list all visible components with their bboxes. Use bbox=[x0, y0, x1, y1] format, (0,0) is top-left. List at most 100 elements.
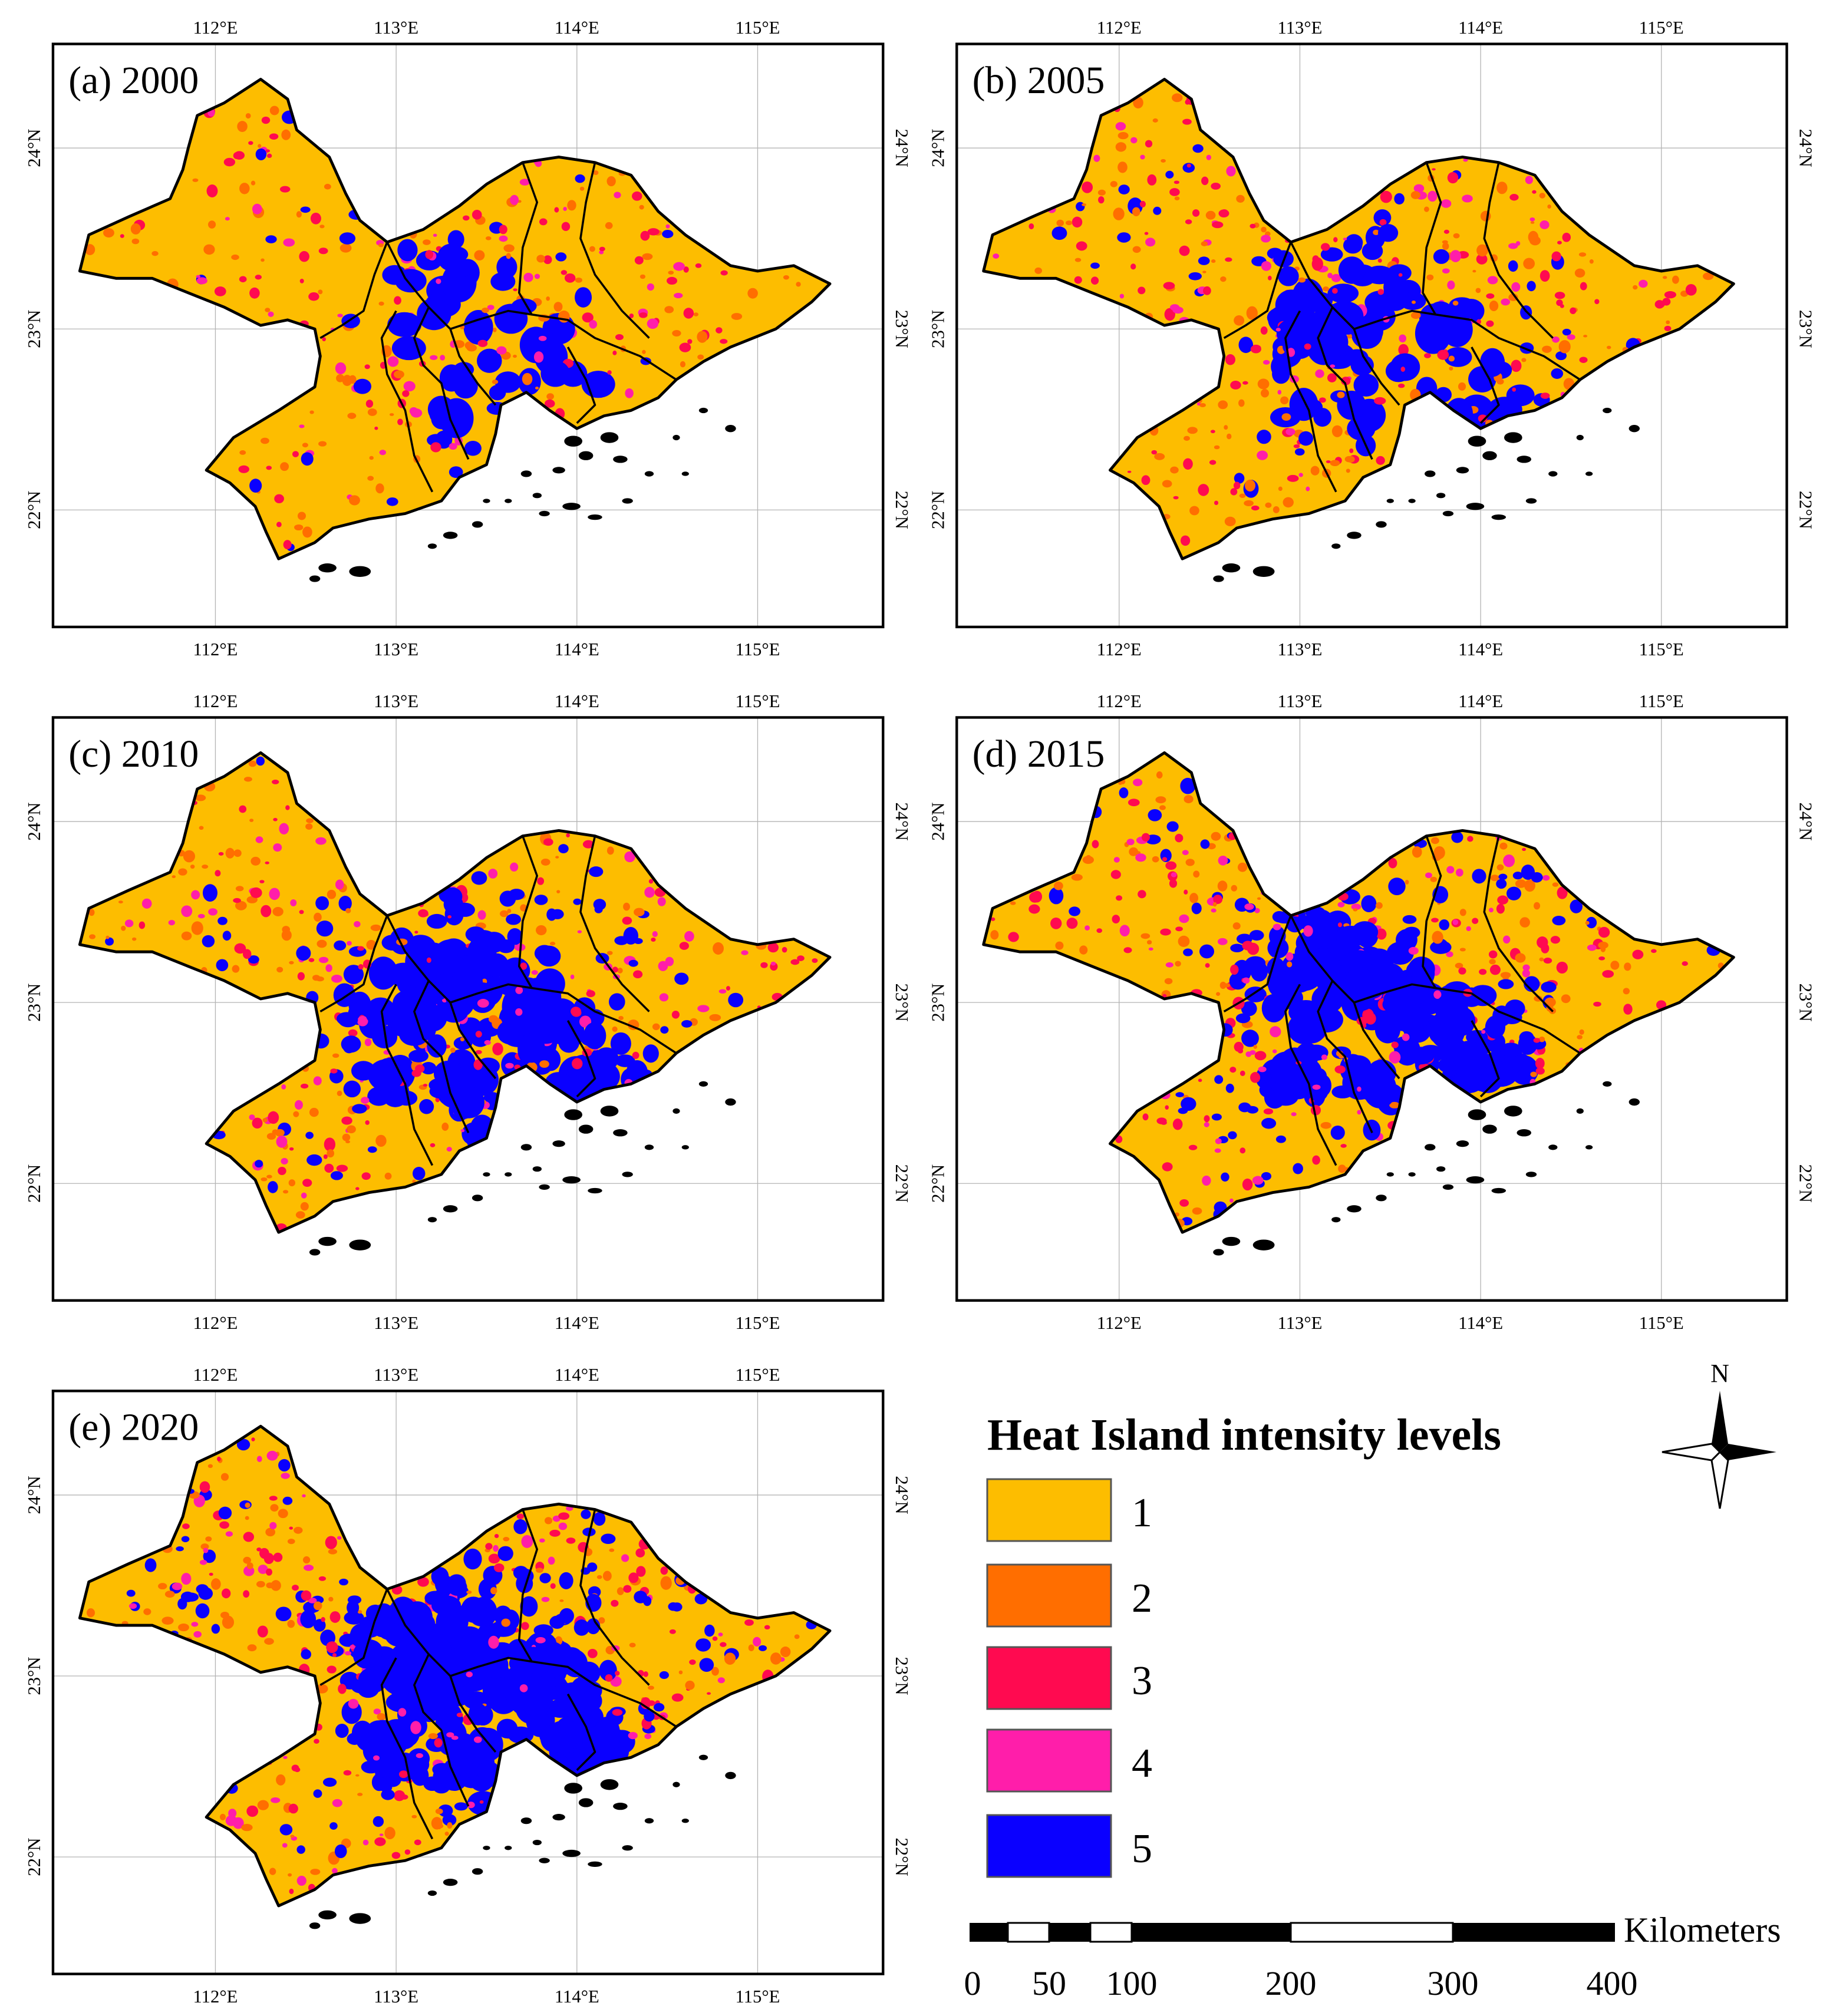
city-boundary-2 bbox=[1290, 915, 1400, 1080]
island bbox=[673, 1108, 680, 1114]
lat-label-left: 23°N bbox=[24, 1657, 44, 1695]
scale-bar-unit: Kilometers bbox=[1624, 1911, 1781, 1949]
island bbox=[1504, 1106, 1522, 1117]
lon-label-top: 112°E bbox=[1097, 691, 1142, 711]
lat-label-left: 24°N bbox=[928, 802, 948, 840]
map-frame bbox=[51, 1390, 885, 1975]
island bbox=[622, 1845, 633, 1851]
island bbox=[1408, 1172, 1416, 1177]
island bbox=[318, 1910, 337, 1920]
island bbox=[539, 1857, 550, 1863]
island bbox=[1213, 1249, 1224, 1256]
island bbox=[309, 575, 321, 582]
intensity-patches bbox=[990, 771, 1724, 1228]
island bbox=[564, 1783, 582, 1794]
city-boundary-8 bbox=[1483, 162, 1554, 339]
legend: Heat Island intensity levels 1 2 3 4 5 bbox=[986, 1410, 1501, 1878]
island bbox=[622, 1172, 633, 1177]
city-boundary-2 bbox=[1290, 242, 1400, 406]
island bbox=[698, 1081, 708, 1087]
island bbox=[698, 407, 708, 414]
lat-label-right: 24°N bbox=[892, 1476, 912, 1514]
island bbox=[562, 1176, 581, 1184]
island bbox=[1491, 1187, 1506, 1194]
legend-swatch-5 bbox=[986, 1814, 1112, 1878]
island bbox=[349, 1239, 371, 1250]
island bbox=[483, 1172, 490, 1177]
island bbox=[1468, 435, 1486, 447]
region-boundary bbox=[982, 751, 1735, 1234]
lon-label-bottom: 114°E bbox=[1458, 639, 1503, 659]
island bbox=[1491, 514, 1506, 520]
lat-label-left: 22°N bbox=[24, 491, 44, 529]
island bbox=[1222, 1236, 1241, 1246]
city-boundary-7 bbox=[566, 347, 596, 424]
city-boundary-8 bbox=[1483, 836, 1554, 1012]
island bbox=[1252, 566, 1275, 578]
city-boundary-4 bbox=[450, 1657, 532, 1677]
island bbox=[725, 1098, 736, 1106]
lon-label-top: 112°E bbox=[1097, 18, 1142, 38]
city-boundary-6 bbox=[1284, 310, 1337, 493]
map-panel-2000: (a) 2000 112°E 112°E 113°E 113°E 114°E 114°E 11… bbox=[24, 18, 912, 659]
island bbox=[578, 1124, 594, 1134]
island bbox=[1331, 543, 1341, 549]
city-boundary-8 bbox=[579, 1509, 650, 1686]
island bbox=[600, 1779, 619, 1790]
island bbox=[613, 1129, 628, 1137]
island bbox=[1376, 1195, 1387, 1202]
city-boundary-5 bbox=[413, 1654, 470, 1807]
legend-item-1: 1 bbox=[986, 1478, 1152, 1542]
island bbox=[1576, 434, 1584, 441]
lat-label-right: 23°N bbox=[892, 1657, 912, 1695]
intensity-patches bbox=[88, 756, 818, 1232]
scale-tick-50: 50 bbox=[1032, 1964, 1066, 2002]
island bbox=[1252, 1239, 1275, 1250]
island bbox=[520, 470, 532, 477]
island bbox=[539, 510, 550, 517]
legend-item-4: 4 bbox=[986, 1728, 1152, 1793]
lon-label-bottom: 113°E bbox=[374, 1313, 418, 1333]
city-boundary-1 bbox=[319, 242, 388, 339]
island bbox=[681, 1819, 689, 1823]
island bbox=[1548, 471, 1558, 477]
island bbox=[472, 1868, 483, 1875]
lon-label-top: 112°E bbox=[193, 1365, 238, 1385]
lat-label-left: 23°N bbox=[24, 310, 44, 348]
city-boundary-1 bbox=[319, 915, 388, 1013]
lat-label-right: 23°N bbox=[892, 984, 912, 1022]
island bbox=[1331, 1217, 1341, 1223]
island bbox=[1548, 1144, 1558, 1150]
region-boundary bbox=[78, 1424, 832, 1908]
legend-label-5: 5 bbox=[1132, 1826, 1152, 1872]
island bbox=[725, 425, 736, 433]
lon-label-bottom: 113°E bbox=[1277, 1313, 1322, 1333]
city-boundary-5 bbox=[413, 980, 470, 1133]
lon-label-bottom: 114°E bbox=[1458, 1313, 1503, 1333]
panel-label: (c) 2010 bbox=[68, 733, 199, 776]
island bbox=[1466, 1176, 1485, 1184]
island bbox=[532, 1839, 542, 1846]
city-boundary-7 bbox=[1471, 347, 1500, 424]
city-boundary-8 bbox=[579, 162, 650, 339]
legend-item-3: 3 bbox=[986, 1646, 1152, 1710]
map-panel-2005: (b) 2005 112°E 112°E 113°E 113°E 114°E 114°E 11… bbox=[928, 18, 1815, 659]
island bbox=[309, 1249, 321, 1256]
island bbox=[1376, 521, 1387, 528]
island bbox=[1456, 467, 1469, 474]
island bbox=[1442, 510, 1454, 517]
island bbox=[578, 1798, 594, 1807]
island bbox=[1504, 432, 1522, 443]
island bbox=[600, 432, 619, 443]
map-panel-2015: (d) 2015 112°E 112°E 113°E 113°E 114°E 114°E 11… bbox=[928, 691, 1815, 1333]
scale-tick-0: 0 bbox=[964, 1964, 981, 2002]
city-boundary-2 bbox=[386, 1588, 497, 1753]
map-panel-2010: (c) 2010 112°E 112°E 113°E 113°E 114°E 114°E 11… bbox=[24, 691, 912, 1333]
lon-label-top: 115°E bbox=[735, 18, 780, 38]
island bbox=[552, 1140, 565, 1147]
lat-label-left: 23°N bbox=[928, 310, 948, 348]
city-boundary-1 bbox=[1223, 915, 1292, 1013]
lon-label-bottom: 115°E bbox=[735, 1987, 780, 2007]
lon-label-bottom: 112°E bbox=[193, 1313, 238, 1333]
